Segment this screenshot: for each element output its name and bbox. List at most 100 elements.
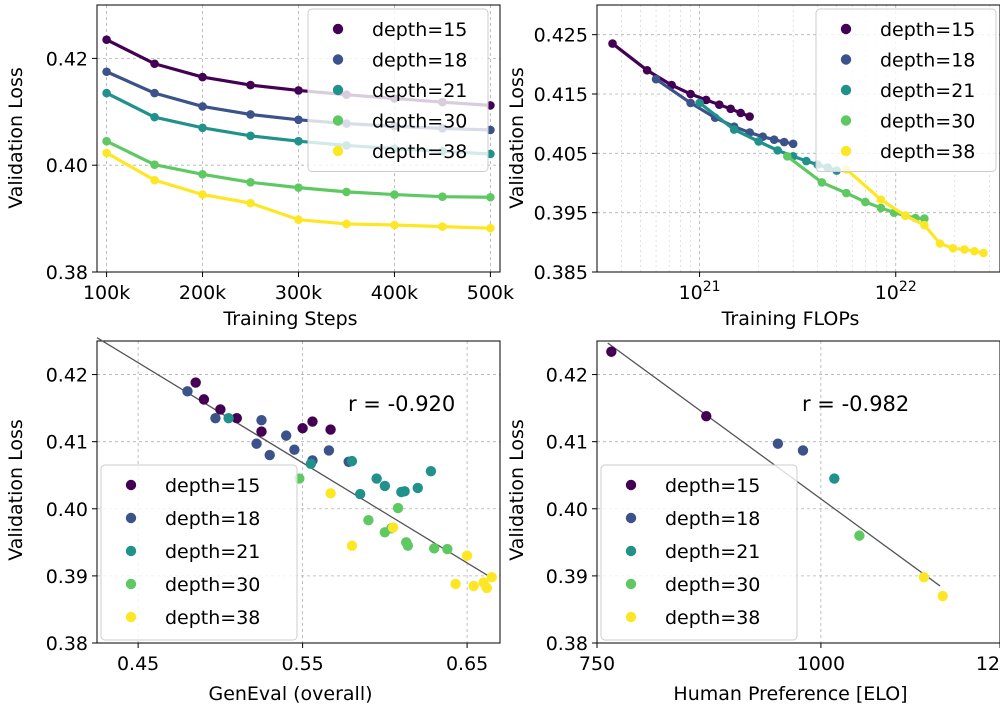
data-point-depth-15 [736, 108, 745, 118]
x-tick-label: 0.55 [281, 653, 323, 675]
legend-marker [332, 145, 344, 157]
y-tick-label: 0.38 [46, 633, 88, 655]
y-tick-label: 0.39 [46, 566, 88, 588]
fit-line [607, 342, 941, 587]
data-point-depth-15 [102, 35, 111, 45]
legend-marker [840, 115, 852, 126]
legend-marker [840, 145, 852, 157]
data-point-depth-21 [346, 455, 358, 467]
x-tick-label: 0.65 [446, 653, 488, 675]
data-point-depth-21 [695, 98, 704, 108]
data-point-depth-18 [797, 445, 809, 456]
x-tick-label: 200k [179, 282, 226, 304]
legend-label: depth=15 [665, 475, 760, 497]
data-point-depth-30 [402, 540, 414, 551]
legend-marker [125, 545, 137, 557]
legend-marker [332, 54, 344, 65]
data-point-depth-30 [817, 178, 827, 187]
data-point-depth-30 [486, 192, 495, 202]
data-point-depth-38 [935, 239, 945, 248]
data-point-depth-18 [323, 445, 335, 456]
data-point-depth-18 [280, 430, 292, 441]
data-point-depth-18 [150, 88, 159, 98]
data-point-depth-15 [726, 104, 735, 114]
data-point-depth-21 [305, 458, 317, 470]
data-point-depth-30 [363, 514, 374, 526]
fit-line [96, 337, 493, 579]
data-point-depth-30 [294, 183, 303, 192]
y-tick-label: 0.385 [534, 262, 588, 284]
legend-marker [625, 611, 637, 623]
data-point-depth-15 [307, 416, 318, 427]
data-point-depth-18 [198, 102, 207, 111]
legend-label: depth=18 [665, 508, 760, 530]
legend-label: depth=18 [165, 508, 260, 530]
data-point-depth-18 [289, 444, 300, 455]
data-point-depth-18 [686, 98, 695, 108]
data-point-depth-38 [450, 578, 461, 590]
data-point-depth-15 [745, 112, 754, 121]
data-point-depth-21 [102, 88, 111, 98]
y-tick-label: 0.41 [546, 432, 588, 454]
data-point-depth-21 [773, 146, 782, 155]
data-point-depth-18 [779, 137, 789, 147]
data-point-depth-30 [438, 192, 447, 202]
x-tick-label: 1022 [875, 279, 917, 304]
chart-elo: 750 1000 1200 0.38 0.39 0.40 0.41 0.42 Human Pre… [506, 340, 1000, 705]
legend: depth=15 depth=18 depth=21 depth=30 depth=38 [600, 464, 798, 641]
legend-label: depth=21 [372, 80, 467, 102]
legend-marker [625, 578, 637, 590]
data-point-depth-38 [198, 190, 207, 199]
data-point-depth-30 [782, 152, 792, 161]
y-tick-label: 0.425 [534, 25, 588, 47]
x-axis-label: GenEval (overall) [208, 683, 372, 705]
data-point-depth-21 [425, 465, 437, 477]
y-tick-label: 0.38 [46, 262, 88, 284]
data-point-depth-21 [354, 488, 366, 500]
y-tick-label: 0.40 [46, 155, 88, 177]
data-point-depth-38 [901, 211, 910, 220]
y-axis-label: Validation Loss [506, 67, 528, 209]
data-point-depth-38 [948, 243, 958, 253]
data-point-depth-38 [102, 148, 111, 158]
data-point-depth-38 [979, 248, 988, 258]
legend: depth=15 depth=18 depth=21 depth=30 depth=38 [100, 464, 298, 641]
data-point-depth-30 [198, 169, 207, 179]
data-point-depth-38 [486, 223, 495, 233]
data-point-depth-15 [701, 95, 711, 105]
data-point-depth-30 [861, 197, 870, 207]
data-point-depth-15 [231, 412, 243, 424]
data-point-depth-21 [198, 123, 207, 133]
data-point-depth-38 [246, 198, 255, 208]
data-point-depth-30 [392, 502, 404, 514]
data-point-depth-38 [970, 246, 979, 256]
legend-label: depth=18 [880, 50, 975, 72]
data-point-depth-30 [920, 214, 929, 223]
legend-marker [625, 512, 637, 524]
data-point-depth-18 [772, 438, 784, 449]
x-tick-label: 0.45 [117, 653, 159, 675]
y-axis-label: Validation Loss [506, 419, 528, 561]
y-tick-label: 0.395 [534, 203, 588, 225]
data-point-depth-38 [390, 220, 399, 230]
y-tick-label: 0.38 [546, 633, 588, 655]
data-point-depth-15 [701, 410, 712, 422]
data-point-depth-38 [481, 582, 493, 594]
data-point-depth-15 [294, 86, 303, 95]
data-point-depth-38 [294, 215, 303, 224]
legend-marker [125, 512, 137, 524]
legend-label: depth=30 [880, 111, 975, 133]
data-point-depth-21 [396, 486, 407, 498]
y-tick-label: 0.42 [546, 365, 588, 387]
x-tick-label: 300k [275, 282, 322, 304]
data-point-depth-38 [920, 220, 929, 230]
data-point-depth-18 [246, 110, 255, 119]
legend-box [600, 464, 798, 641]
data-point-depth-30 [390, 190, 399, 199]
legend-label: depth=21 [880, 80, 975, 102]
data-point-depth-15 [150, 59, 159, 69]
legend: depth=15 depth=18 depth=21 depth=30 depth=38 [307, 8, 489, 172]
data-point-depth-18 [210, 412, 221, 424]
data-point-depth-15 [198, 394, 210, 405]
data-point-depth-15 [190, 377, 201, 388]
